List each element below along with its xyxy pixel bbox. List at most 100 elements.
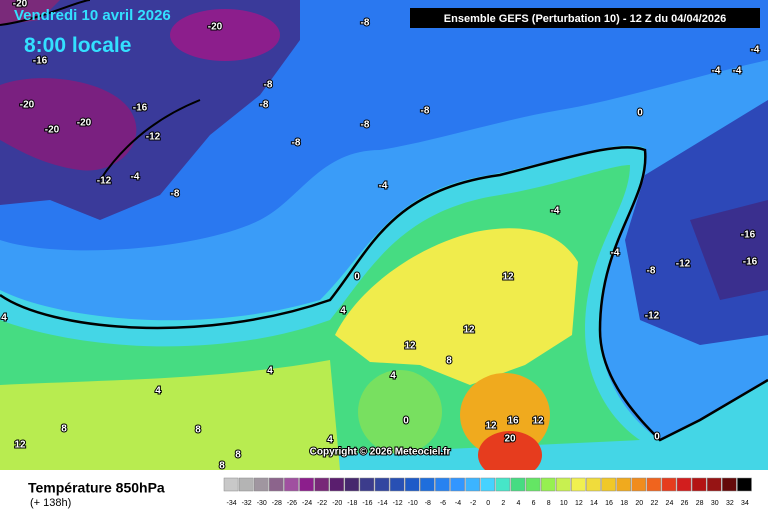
- contour-label: -8: [361, 18, 370, 29]
- contour-label: 4: [390, 371, 396, 382]
- contour-label: -4: [751, 45, 760, 56]
- scale-tick-label: -20: [332, 500, 342, 507]
- scale-box: [646, 477, 662, 492]
- scale-tick-label: -16: [362, 500, 372, 507]
- contour-label: -20: [77, 118, 92, 129]
- scale-tick-label: -6: [440, 500, 446, 507]
- scale-tick-label: -30: [257, 500, 267, 507]
- contour-label: 0: [354, 272, 360, 283]
- scale-tick-label: -18: [347, 500, 357, 507]
- scale-box: [676, 477, 692, 492]
- scale-box: [314, 477, 329, 492]
- contour-label: -12: [97, 176, 112, 187]
- contour-label: 12: [14, 440, 26, 451]
- model-info: Ensemble GEFS (Perturbation 10) - 12 Z d…: [444, 13, 726, 25]
- contour-label: -8: [264, 80, 273, 91]
- contour-label: 12: [463, 325, 475, 336]
- scale-tick-label: 16: [605, 500, 613, 507]
- scale-tick-label: -34: [226, 500, 236, 507]
- scale-tick-label: 18: [620, 500, 628, 507]
- contour-label: 8: [235, 450, 241, 461]
- copyright: Copyright © 2026 Meteociel.fr: [310, 447, 451, 458]
- scale-tick-label: 34: [741, 500, 749, 507]
- scale-box: [495, 477, 511, 492]
- zero-isotherm: [0, 146, 768, 442]
- scale-box: [329, 477, 345, 492]
- contour-label: 12: [485, 421, 497, 432]
- contour-label: 12: [502, 272, 514, 283]
- contour-label: -8: [171, 189, 180, 200]
- scale-tick-label: 30: [711, 500, 719, 507]
- scale-box: [389, 477, 405, 492]
- contour-label: -4: [712, 66, 721, 77]
- scale-box: [706, 477, 722, 492]
- scale-box: [616, 477, 631, 492]
- scale-box: [586, 477, 601, 492]
- scale-tick-label: -24: [302, 500, 312, 507]
- contour-label: 4: [327, 435, 333, 446]
- scale-tick-label: -8: [425, 500, 431, 507]
- cold-core: [0, 0, 60, 25]
- scale-tick-label: -12: [393, 500, 403, 507]
- contour-label: -4: [551, 206, 560, 217]
- scale-tick-label: 4: [516, 500, 520, 507]
- scale-box: [450, 477, 465, 492]
- scale-tick-label: 8: [547, 500, 551, 507]
- scale-tick-label: -22: [317, 500, 327, 507]
- scale-box: [661, 477, 677, 492]
- contour-label: -12: [146, 132, 161, 143]
- scale-box: [223, 477, 239, 492]
- scale-box: [404, 477, 420, 492]
- scale-tick-label: 26: [681, 500, 689, 507]
- contour-label: 8: [219, 461, 225, 472]
- contour-label: 12: [404, 341, 416, 352]
- contour-labels: -20 -20 -8 -16 -20 -20 -20 -16 -8 -8 -8 -8 -8 -12 -12 -…: [0, 0, 761, 473]
- scale-tick-label: 2: [501, 500, 505, 507]
- contour-label: 4: [155, 386, 161, 397]
- contour-label: -8: [421, 106, 430, 117]
- scale-tick-label: 20: [635, 500, 643, 507]
- scale-tick-label: 28: [696, 500, 704, 507]
- scale-tick-label: -32: [242, 500, 252, 507]
- mild-region: [358, 370, 442, 454]
- scale-box: [435, 477, 450, 492]
- scale-box: [420, 477, 435, 492]
- contour-label: -16: [33, 56, 48, 67]
- scale-box: [601, 477, 616, 492]
- contour-label: -4: [611, 248, 620, 259]
- lead-time: (+ 138h): [30, 497, 71, 509]
- warm-region: [0, 360, 340, 470]
- scale-tick-label: 24: [666, 500, 674, 507]
- scale-box: [525, 477, 541, 492]
- cold-core: [690, 200, 768, 300]
- contour-label: -8: [361, 120, 370, 131]
- contour-label: -16: [133, 103, 148, 114]
- scale-box: [691, 477, 707, 492]
- scale-box: [510, 477, 526, 492]
- scale-box: [238, 477, 254, 492]
- scale-box: [631, 477, 647, 492]
- footer-title: Température 850hPa: [28, 480, 165, 496]
- contour-label: 0: [654, 432, 660, 443]
- warm-region: [335, 228, 578, 385]
- scale-box: [465, 477, 480, 492]
- scale-box: [555, 477, 571, 492]
- scale-tick-label: 10: [560, 500, 568, 507]
- contour-label: 4: [1, 313, 7, 324]
- scale-box: [722, 477, 737, 492]
- scale-tick-label: 12: [575, 500, 583, 507]
- contour-label: -4: [733, 66, 742, 77]
- scale-tick-label: -10: [408, 500, 418, 507]
- scale-box: [269, 477, 284, 492]
- contour-label: -16: [741, 230, 756, 241]
- contour-label: 0: [637, 108, 643, 119]
- hot-core: [478, 431, 542, 479]
- time: 8:00 locale: [24, 34, 131, 57]
- contour-label: 20: [504, 434, 516, 445]
- scale-box: [344, 477, 360, 492]
- color-scale: -34 -32 -30 -28 -26 -24 -22 -20 -18 -16 -14 -12 -10-…: [223, 477, 752, 507]
- scale-tick-label: 22: [650, 500, 658, 507]
- date: Vendredi 10 avril 2026: [14, 7, 171, 24]
- scale-tick-label: 14: [590, 500, 598, 507]
